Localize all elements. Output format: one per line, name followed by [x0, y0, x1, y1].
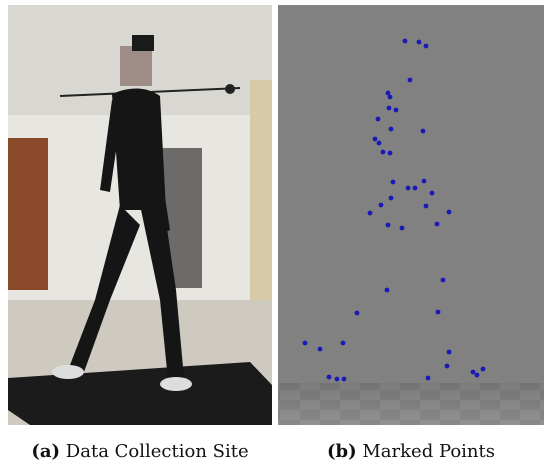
- panel-label: (a): [31, 441, 60, 462]
- photo-panel: [8, 5, 272, 425]
- caption-b: (b) Marked Points: [327, 441, 495, 462]
- panel-caption: Marked Points: [362, 441, 495, 462]
- markers-panel: [278, 5, 544, 425]
- panel-label: (b): [327, 441, 357, 462]
- scene-background: [278, 5, 544, 383]
- person: [52, 35, 192, 391]
- wall-strip: [250, 80, 272, 300]
- door: [8, 138, 48, 290]
- caption-a: (a) Data Collection Site: [31, 441, 248, 462]
- camera: [225, 84, 235, 94]
- panel-caption: Data Collection Site: [66, 441, 249, 462]
- marker-points: [302, 38, 486, 382]
